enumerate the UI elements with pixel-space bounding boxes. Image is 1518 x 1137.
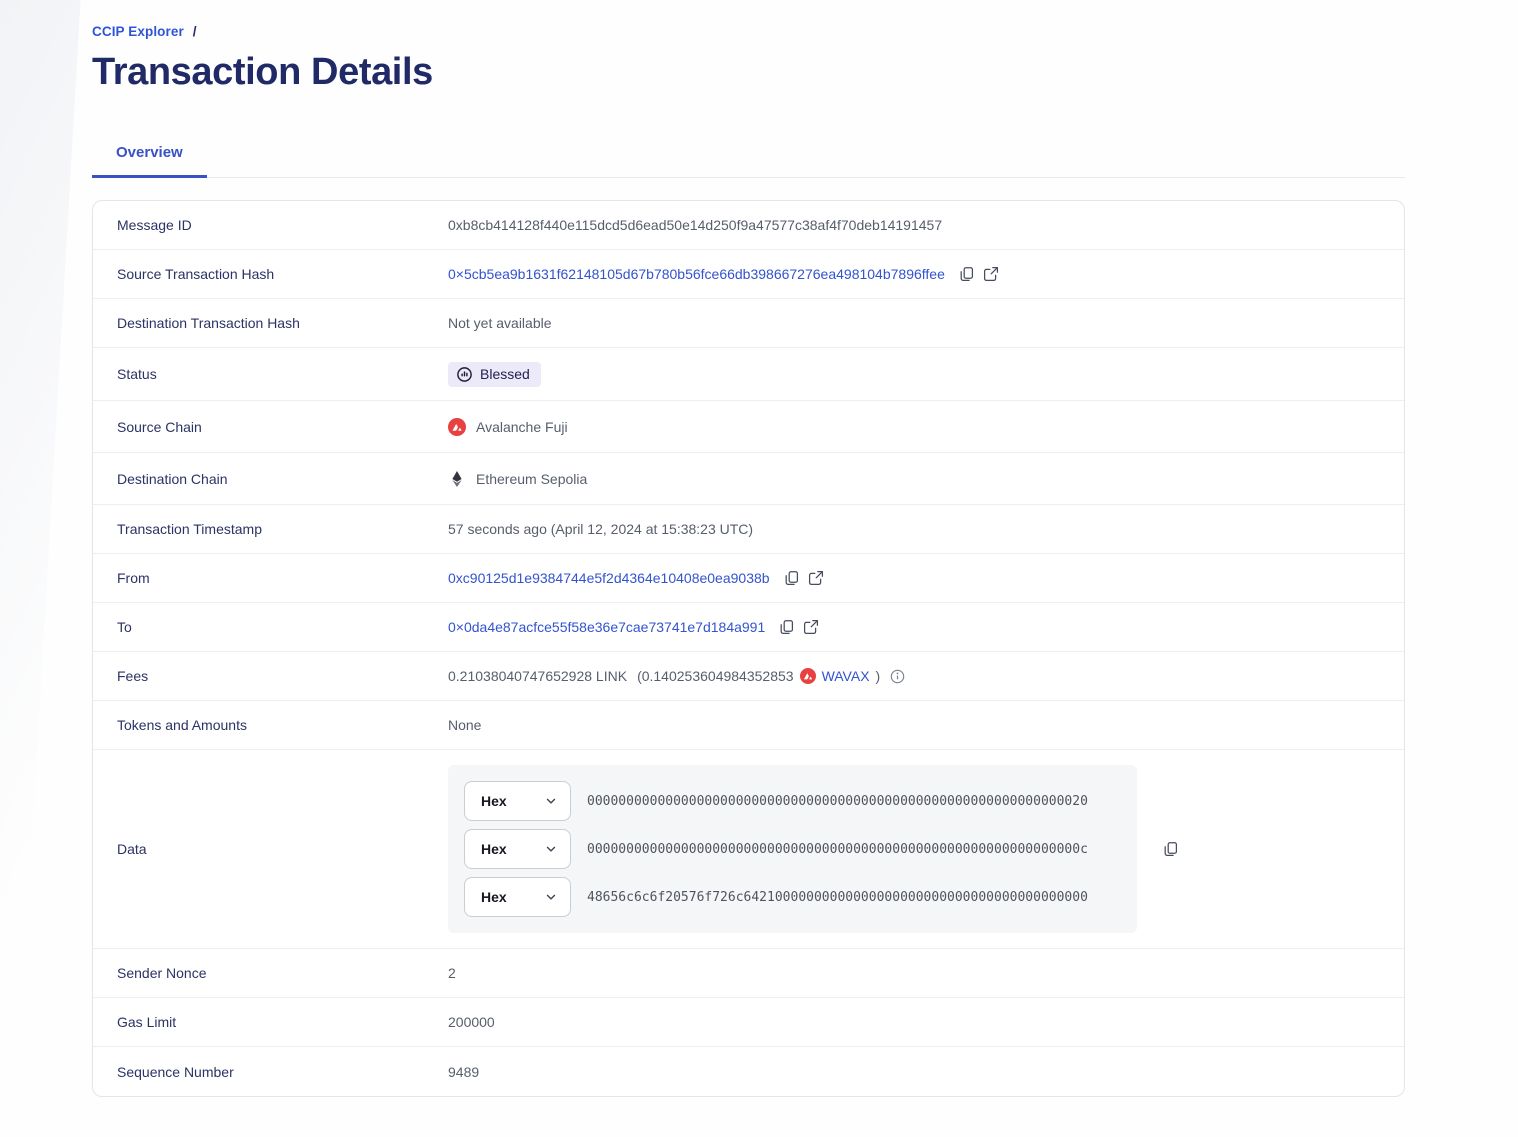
row-label: Destination Chain bbox=[117, 470, 228, 487]
row-sender-nonce: Sender Nonce 2 bbox=[93, 949, 1404, 998]
data-format-value: Hex bbox=[481, 841, 507, 857]
row-fees: Fees 0.21038040747652928 LINK (0.1402536… bbox=[93, 652, 1404, 701]
source-chain-label: Avalanche Fuji bbox=[476, 418, 568, 435]
page-content: CCIP Explorer / Transaction Details Over… bbox=[92, 0, 1405, 1097]
fees-link-amount: 0.21038040747652928 LINK bbox=[448, 668, 628, 684]
row-source-transaction-hash: Source Transaction Hash 0×5cb5ea9b1631f6… bbox=[93, 250, 1404, 299]
row-label: Status bbox=[117, 366, 157, 382]
copy-icon[interactable] bbox=[1163, 841, 1179, 857]
row-label: Sender Nonce bbox=[117, 965, 207, 981]
row-transaction-timestamp: Transaction Timestamp 57 seconds ago (Ap… bbox=[93, 505, 1404, 554]
row-label: Transaction Timestamp bbox=[117, 521, 262, 537]
source-tx-hash-link[interactable]: 0×5cb5ea9b1631f62148105d67b780b56fce66db… bbox=[448, 266, 945, 282]
row-label: Gas Limit bbox=[117, 1014, 177, 1030]
row-message-id: Message ID 0xb8cb414128f440e115dcd5d6ead… bbox=[93, 201, 1404, 250]
data-hex-line: 0000000000000000000000000000000000000000… bbox=[587, 841, 1088, 857]
data-format-select[interactable]: Hex bbox=[464, 781, 571, 821]
sequence-number-value: 9489 bbox=[448, 1063, 480, 1080]
row-from: From 0xc90125d1e9384744e5f2d4364e10408e0… bbox=[93, 554, 1404, 603]
sender-nonce-value: 2 bbox=[448, 965, 456, 981]
chevron-down-icon bbox=[546, 894, 556, 900]
breadcrumb-separator: / bbox=[192, 24, 197, 39]
external-link-icon[interactable] bbox=[808, 570, 824, 586]
avalanche-icon bbox=[799, 668, 816, 684]
to-address-link[interactable]: 0×0da4e87acfce55f58e36e7cae73741e7d184a9… bbox=[448, 619, 766, 635]
transaction-details-card: Message ID 0xb8cb414128f440e115dcd5d6ead… bbox=[92, 200, 1405, 1097]
tab-bar: Overview bbox=[92, 134, 1405, 178]
avalanche-icon bbox=[448, 417, 466, 436]
external-link-icon[interactable] bbox=[803, 619, 819, 635]
tokens-and-amounts-value: None bbox=[448, 717, 482, 733]
copy-icon[interactable] bbox=[959, 266, 975, 282]
data-format-select[interactable]: Hex bbox=[464, 877, 571, 917]
tab-overview[interactable]: Overview bbox=[92, 134, 207, 178]
status-badge-label: Blessed bbox=[480, 366, 530, 382]
ethereum-icon bbox=[452, 470, 462, 487]
data-format-select[interactable]: Hex bbox=[464, 829, 571, 869]
external-link-icon[interactable] bbox=[983, 266, 999, 282]
fees-converted-close: ) bbox=[875, 668, 881, 684]
row-tokens-and-amounts: Tokens and Amounts None bbox=[93, 701, 1404, 750]
row-label: Message ID bbox=[117, 217, 192, 233]
row-status: Status Blessed bbox=[93, 348, 1404, 401]
row-label: Source Transaction Hash bbox=[117, 266, 275, 282]
info-icon[interactable] bbox=[890, 669, 905, 684]
row-destination-transaction-hash: Destination Transaction Hash Not yet ava… bbox=[93, 299, 1404, 348]
copy-icon[interactable] bbox=[779, 619, 795, 635]
row-label: Data bbox=[117, 841, 147, 857]
data-line: Hex 48656c6c6f20576f726c6421000000000000… bbox=[464, 877, 1121, 917]
status-badge: Blessed bbox=[448, 361, 541, 387]
row-label: Destination Transaction Hash bbox=[117, 315, 300, 331]
copy-icon[interactable] bbox=[784, 570, 800, 586]
row-source-chain: Source Chain Avalanche Fuji bbox=[93, 401, 1404, 453]
row-label: From bbox=[117, 570, 150, 586]
row-label: To bbox=[117, 619, 132, 635]
data-hex-line: 0000000000000000000000000000000000000000… bbox=[587, 793, 1088, 809]
destination-chain-label: Ethereum Sepolia bbox=[476, 470, 588, 487]
row-destination-chain: Destination Chain Ethereum Sepolia bbox=[93, 453, 1404, 505]
wavax-token-link[interactable]: WAVAX bbox=[821, 668, 870, 684]
from-address-link[interactable]: 0xc90125d1e9384744e5f2d4364e10408e0ea903… bbox=[448, 570, 770, 586]
row-label: Sequence Number bbox=[117, 1063, 234, 1080]
data-line: Hex 000000000000000000000000000000000000… bbox=[464, 829, 1121, 869]
fees-converted-open: (0.140253604984352853 bbox=[637, 668, 794, 684]
destination-tx-hash-value: Not yet available bbox=[448, 315, 552, 331]
row-label: Tokens and Amounts bbox=[117, 717, 247, 733]
timestamp-value: 57 seconds ago (April 12, 2024 at 15:38:… bbox=[448, 521, 754, 537]
destination-chain-value: Ethereum Sepolia bbox=[448, 470, 587, 488]
breadcrumb: CCIP Explorer / bbox=[92, 0, 1405, 39]
row-sequence-number: Sequence Number 9489 bbox=[93, 1047, 1404, 1096]
fees-value: 0.21038040747652928 LINK (0.140253604984… bbox=[448, 668, 905, 684]
row-to: To 0×0da4e87acfce55f58e36e7cae73741e7d18… bbox=[93, 603, 1404, 652]
page-title: Transaction Details bbox=[92, 51, 433, 93]
row-label: Fees bbox=[117, 668, 149, 684]
signal-bars-icon bbox=[457, 366, 472, 382]
data-line: Hex 000000000000000000000000000000000000… bbox=[464, 781, 1121, 821]
data-hex-line: 48656c6c6f20576f726c64210000000000000000… bbox=[587, 889, 1088, 905]
data-format-value: Hex bbox=[481, 793, 507, 809]
chevron-down-icon bbox=[546, 846, 556, 852]
data-format-value: Hex bbox=[481, 889, 507, 905]
gas-limit-value: 200000 bbox=[448, 1014, 495, 1030]
data-hex-panel: Hex 000000000000000000000000000000000000… bbox=[448, 765, 1137, 933]
source-chain-value: Avalanche Fuji bbox=[448, 417, 568, 436]
row-label: Source Chain bbox=[117, 418, 202, 435]
row-data: Data Hex 0000000000000000000000000000000… bbox=[93, 750, 1404, 949]
breadcrumb-link-ccip-explorer[interactable]: CCIP Explorer bbox=[92, 24, 184, 39]
row-gas-limit: Gas Limit 200000 bbox=[93, 998, 1404, 1047]
chevron-down-icon bbox=[546, 798, 556, 804]
message-id-value: 0xb8cb414128f440e115dcd5d6ead50e14d250f9… bbox=[448, 217, 943, 233]
